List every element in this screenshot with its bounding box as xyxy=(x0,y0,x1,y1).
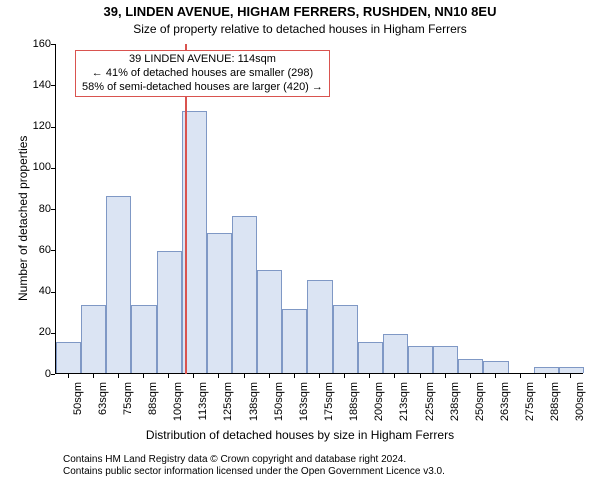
footer-line2: Contains public sector information licen… xyxy=(63,466,445,478)
x-tick-label: 188sqm xyxy=(348,382,360,432)
annotation-line1: 39 LINDEN AVENUE: 114sqm xyxy=(82,53,323,67)
x-tick-label: 275sqm xyxy=(524,382,536,432)
histogram-bar xyxy=(307,280,332,373)
x-tick-label: 100sqm xyxy=(172,382,184,432)
chart-title: 39, LINDEN AVENUE, HIGHAM FERRERS, RUSHD… xyxy=(0,4,600,19)
x-tick-mark xyxy=(244,374,245,378)
histogram-bar xyxy=(207,233,232,373)
histogram-bar xyxy=(106,196,131,373)
y-tick-label: 20 xyxy=(21,326,51,338)
x-tick-mark xyxy=(570,374,571,378)
x-tick-label: 175sqm xyxy=(323,382,335,432)
histogram-bar xyxy=(534,367,559,373)
histogram-bar xyxy=(408,346,433,373)
x-tick-mark xyxy=(68,374,69,378)
y-tick-label: 0 xyxy=(21,368,51,380)
histogram-bar xyxy=(157,251,182,373)
footer: Contains HM Land Registry data © Crown c… xyxy=(63,454,445,478)
histogram-bar xyxy=(333,305,358,373)
x-tick-label: 63sqm xyxy=(97,382,109,432)
y-tick-label: 120 xyxy=(21,120,51,132)
x-tick-mark xyxy=(218,374,219,378)
chart-subtitle: Size of property relative to detached ho… xyxy=(0,22,600,36)
annotation-line2: ← 41% of detached houses are smaller (29… xyxy=(82,67,323,81)
footer-line1: Contains HM Land Registry data © Crown c… xyxy=(63,454,445,466)
title-line1: 39, LINDEN AVENUE, HIGHAM FERRERS, RUSHD… xyxy=(104,4,497,19)
x-tick-label: 75sqm xyxy=(122,382,134,432)
histogram-bar xyxy=(559,367,584,373)
histogram-bar xyxy=(383,334,408,373)
y-tick-mark xyxy=(51,292,55,293)
x-tick-label: 238sqm xyxy=(449,382,461,432)
x-tick-mark xyxy=(143,374,144,378)
title-line2: Size of property relative to detached ho… xyxy=(133,22,467,36)
x-tick-label: 125sqm xyxy=(222,382,234,432)
histogram-bar xyxy=(282,309,307,373)
x-tick-mark xyxy=(445,374,446,378)
y-tick-mark xyxy=(51,250,55,251)
x-tick-label: 138sqm xyxy=(248,382,260,432)
y-tick-mark xyxy=(51,85,55,86)
annotation-line3: 58% of semi-detached houses are larger (… xyxy=(82,81,323,95)
y-tick-label: 60 xyxy=(21,244,51,256)
x-tick-label: 50sqm xyxy=(72,382,84,432)
x-tick-label: 213sqm xyxy=(398,382,410,432)
y-tick-mark xyxy=(51,209,55,210)
x-tick-label: 200sqm xyxy=(373,382,385,432)
x-tick-label: 300sqm xyxy=(574,382,586,432)
histogram-bar xyxy=(232,216,257,373)
x-tick-mark xyxy=(420,374,421,378)
x-tick-mark xyxy=(470,374,471,378)
y-tick-mark xyxy=(51,333,55,334)
y-tick-label: 160 xyxy=(21,38,51,50)
y-tick-label: 80 xyxy=(21,203,51,215)
x-tick-label: 88sqm xyxy=(147,382,159,432)
y-tick-mark xyxy=(51,168,55,169)
x-tick-label: 163sqm xyxy=(298,382,310,432)
y-tick-label: 100 xyxy=(21,161,51,173)
x-tick-label: 288sqm xyxy=(549,382,561,432)
histogram-bar xyxy=(358,342,383,373)
y-tick-label: 40 xyxy=(21,285,51,297)
x-tick-mark xyxy=(193,374,194,378)
histogram-bar xyxy=(257,270,282,373)
annotation-box: 39 LINDEN AVENUE: 114sqm ← 41% of detach… xyxy=(75,50,330,97)
x-tick-mark xyxy=(495,374,496,378)
x-tick-label: 113sqm xyxy=(197,382,209,432)
histogram-bar xyxy=(458,359,483,373)
x-tick-mark xyxy=(118,374,119,378)
x-tick-mark xyxy=(319,374,320,378)
x-tick-mark xyxy=(93,374,94,378)
x-tick-mark xyxy=(168,374,169,378)
y-tick-mark xyxy=(51,127,55,128)
x-tick-mark xyxy=(520,374,521,378)
histogram-bar xyxy=(433,346,458,373)
histogram-bar xyxy=(81,305,106,373)
x-tick-mark xyxy=(545,374,546,378)
histogram-bar xyxy=(483,361,508,373)
x-tick-label: 263sqm xyxy=(499,382,511,432)
y-tick-mark xyxy=(51,44,55,45)
x-tick-mark xyxy=(344,374,345,378)
x-tick-label: 250sqm xyxy=(474,382,486,432)
y-tick-label: 140 xyxy=(21,79,51,91)
x-tick-mark xyxy=(394,374,395,378)
x-tick-label: 150sqm xyxy=(273,382,285,432)
x-tick-mark xyxy=(369,374,370,378)
histogram-bar xyxy=(56,342,81,373)
x-tick-label: 225sqm xyxy=(424,382,436,432)
x-tick-mark xyxy=(294,374,295,378)
x-tick-mark xyxy=(269,374,270,378)
y-tick-mark xyxy=(51,374,55,375)
histogram-bar xyxy=(131,305,156,373)
